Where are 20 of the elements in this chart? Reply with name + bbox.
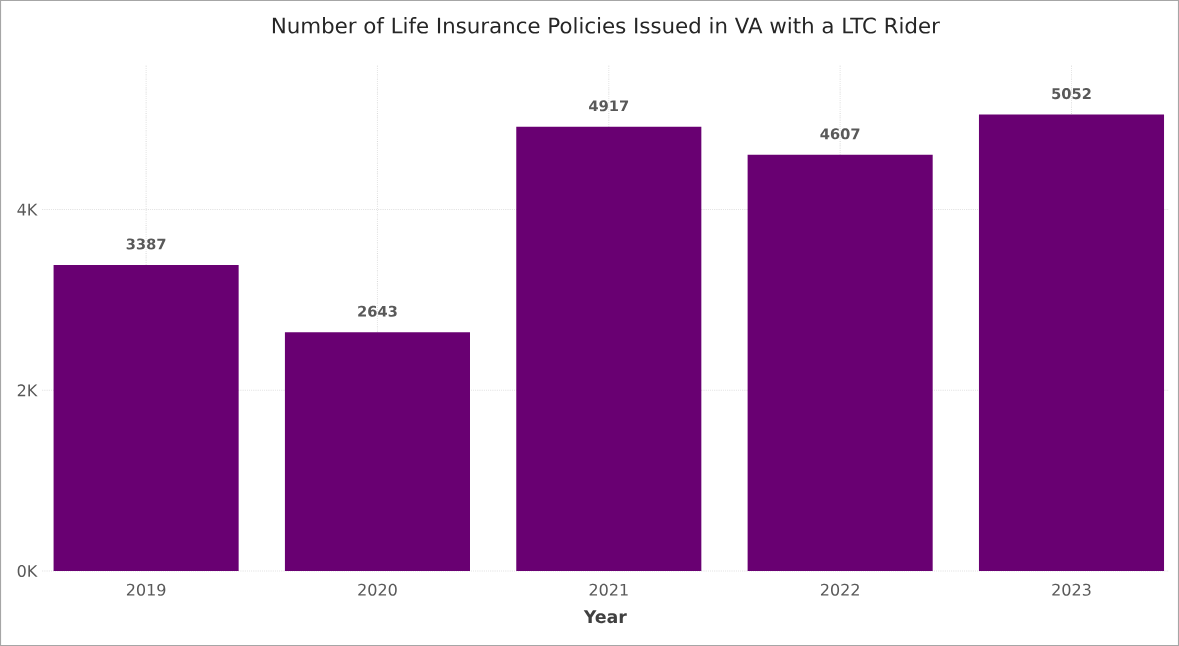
- bar: [284, 332, 470, 571]
- data-label: 3387: [126, 238, 166, 250]
- bar: [516, 126, 702, 571]
- x-tick-label: 2019: [126, 583, 166, 596]
- x-tick-label: 2023: [1052, 583, 1091, 596]
- x-tick-label: 2022: [820, 583, 859, 596]
- x-tick-label: 2020: [358, 583, 397, 596]
- data-label: 2643: [358, 305, 397, 317]
- y-tick-label: 4K: [17, 203, 38, 216]
- y-tick-label: 0K: [17, 564, 38, 578]
- x-tick-label: 2021: [589, 583, 628, 596]
- data-label: 5052: [1052, 88, 1091, 100]
- y-tick-label: 2K: [17, 384, 38, 397]
- data-label: 4917: [589, 100, 629, 112]
- data-label: 4607: [820, 128, 860, 140]
- bar: [747, 154, 933, 571]
- x-axis-title: Year: [583, 610, 627, 624]
- chart-title: Number of Life Insurance Policies Issued in VA with a LTC Rider: [272, 17, 940, 34]
- bar: [53, 264, 239, 571]
- bar: [978, 114, 1165, 571]
